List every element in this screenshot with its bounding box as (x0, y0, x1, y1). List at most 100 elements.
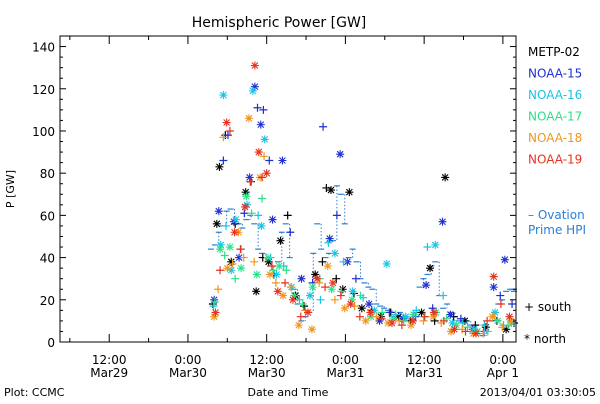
south-point-noaa-18 (219, 133, 228, 142)
x-tick-sublabel: Mar29 (90, 366, 128, 380)
north-point-noaa-15 (446, 310, 455, 319)
north-point-noaa-17 (389, 314, 398, 323)
north-point-noaa-19 (254, 148, 263, 157)
south-point-noaa-19 (225, 126, 234, 135)
south-point-noaa-15 (259, 105, 268, 114)
south-point-noaa-19 (377, 314, 386, 323)
north-point-noaa-19 (471, 329, 480, 338)
north-point-noaa-19 (387, 319, 396, 328)
north-point-noaa-19 (273, 287, 282, 296)
north-point-noaa-15 (375, 316, 384, 325)
south-point-noaa-19 (246, 177, 255, 186)
north-point-noaa-17 (452, 321, 461, 330)
data-points-layer (208, 61, 518, 338)
south-point-noaa-17 (282, 266, 291, 275)
north-point-noaa-15 (500, 255, 509, 264)
x-tick-label: 12:00 (92, 353, 127, 367)
chart-title: Hemispheric Power [GW] (192, 15, 367, 31)
y-tick-label: 120 (32, 83, 55, 97)
north-point-noaa-16 (227, 266, 236, 275)
south-point-noaa-19 (281, 278, 290, 287)
south-point-noaa-18 (271, 278, 280, 287)
north-point-noaa-16 (248, 86, 257, 95)
south-point-noaa-18 (250, 257, 259, 266)
y-tick-label: 140 (32, 41, 55, 55)
north-point-noaa-19 (505, 312, 514, 321)
south-point-metp-02 (318, 257, 327, 266)
south-point-noaa-18 (419, 316, 428, 325)
south-point-noaa-18 (479, 329, 488, 338)
south-point-noaa-19 (267, 262, 276, 271)
north-point-noaa-18 (506, 316, 515, 325)
north-point-noaa-15 (250, 82, 259, 91)
x-tick-sublabel: Apr 1 (487, 366, 519, 380)
ovation-legend-line2: Prime HPI (528, 223, 586, 237)
north-point-noaa-18 (361, 316, 370, 325)
south-point-noaa-18 (350, 302, 359, 311)
north-point-noaa-15 (214, 207, 223, 216)
legend-item-noaa-19: NOAA-19 (528, 153, 582, 167)
north-point-noaa-15 (336, 150, 345, 159)
north-point-noaa-15 (489, 283, 498, 292)
south-point-noaa-15 (332, 211, 341, 220)
south-point-noaa-18 (330, 295, 339, 304)
legend-item-noaa-17: NOAA-17 (528, 110, 582, 124)
north-point-metp-02 (311, 270, 320, 279)
north-point-noaa-16 (448, 319, 457, 328)
legend-item-noaa-18: NOAA-18 (528, 131, 582, 145)
north-point-noaa-17 (327, 285, 336, 294)
south-point-noaa-17 (463, 323, 472, 332)
north-point-noaa-15 (297, 274, 306, 283)
north-point-noaa-17 (216, 245, 225, 254)
y-tick-label: 40 (40, 252, 55, 266)
north-point-metp-02 (212, 219, 221, 228)
legend-south-marker: + south (524, 300, 571, 314)
north-point-noaa-19 (313, 274, 322, 283)
south-point-noaa-19 (336, 291, 345, 300)
north-point-noaa-19 (230, 228, 239, 237)
north-point-metp-02 (264, 257, 273, 266)
north-point-metp-02 (215, 162, 224, 171)
north-point-noaa-19 (366, 308, 375, 317)
north-point-metp-02 (394, 312, 403, 321)
south-point-noaa-17 (378, 308, 387, 317)
north-point-noaa-17 (252, 270, 261, 279)
north-point-noaa-15 (365, 300, 374, 309)
south-point-noaa-15 (253, 103, 262, 112)
x-tick-sublabel: Mar31 (326, 366, 364, 380)
south-point-noaa-17 (231, 274, 240, 283)
south-point-noaa-17 (298, 300, 307, 309)
south-point-noaa-19 (236, 245, 245, 254)
north-point-noaa-19 (450, 325, 459, 334)
north-point-noaa-18 (407, 321, 416, 330)
north-point-metp-02 (376, 312, 385, 321)
north-point-noaa-18 (323, 262, 332, 271)
north-point-noaa-15 (278, 156, 287, 165)
south-point-noaa-19 (296, 312, 305, 321)
x-tick-label: 0:00 (174, 353, 201, 367)
south-point-noaa-17 (504, 321, 513, 330)
south-point-noaa-18 (214, 285, 223, 294)
north-point-noaa-16 (470, 325, 479, 334)
legend: – Ovation Prime HPI + south * north METP… (524, 45, 586, 346)
x-tick-sublabel: Mar30 (169, 366, 207, 380)
north-point-noaa-19 (211, 308, 220, 317)
x-tick-label: 12:00 (249, 353, 284, 367)
north-point-noaa-15 (245, 173, 254, 182)
north-point-noaa-16 (219, 91, 228, 100)
north-point-noaa-16 (348, 287, 357, 296)
south-point-noaa-16 (480, 321, 489, 330)
north-point-noaa-17 (347, 295, 356, 304)
north-point-metp-02 (357, 304, 366, 313)
south-point-noaa-16 (316, 295, 325, 304)
south-point-noaa-16 (254, 211, 263, 220)
south-point-noaa-18 (260, 152, 269, 161)
y-tick-label: 80 (40, 167, 55, 181)
south-point-noaa-15 (385, 308, 394, 317)
south-point-noaa-15 (508, 300, 517, 309)
north-point-metp-02 (241, 188, 250, 197)
south-point-metp-02 (332, 274, 341, 283)
north-point-metp-02 (276, 236, 285, 245)
north-point-noaa-15 (438, 217, 447, 226)
